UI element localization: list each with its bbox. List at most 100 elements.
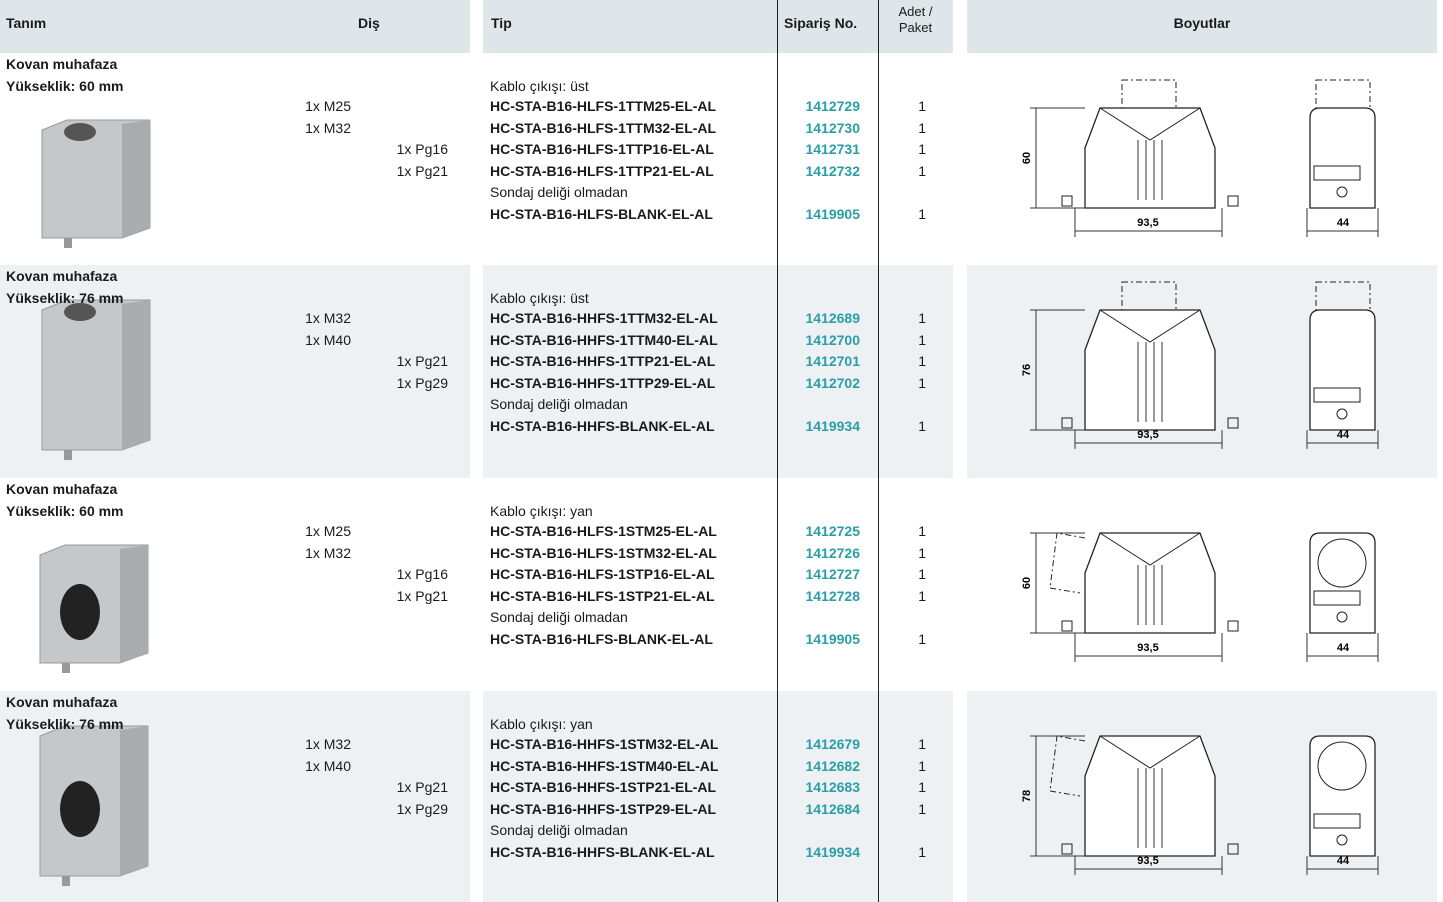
dim-width: 93,5 [1137,429,1158,441]
side-exit-circle [1317,538,1367,588]
order-number: 1412725 [805,523,860,539]
thread: 1x M25 [305,98,351,114]
header-type: Tip [491,15,512,31]
quantity: 1 [918,544,926,561]
front-view-screw [1061,620,1073,632]
type-code: HC-STA-B16-HHFS-1TTP29-EL-AL [490,374,716,391]
order-number: 1419905 [805,631,860,647]
photo-screw [64,238,72,248]
header-qty: Adet / Paket [878,4,953,36]
blank-note: Sondaj deliği olmadan [490,609,628,625]
order-number: 1412726 [805,544,860,561]
order-number: 1412684 [805,800,860,817]
thread: 1x M40 [305,331,351,348]
front-view [1084,735,1216,857]
dim-height: 60 [1021,152,1033,164]
thread: 1x M32 [305,310,351,326]
order-number: 1412732 [805,162,860,179]
quantity: 1 [918,98,926,114]
dim-depth: 44 [1337,642,1350,654]
side-screw [1336,834,1348,846]
dim-height: 78 [1021,790,1033,802]
order-number: 1412729 [805,98,860,114]
order-number: 1412727 [805,566,860,582]
type-code: HC-STA-B16-HHFS-BLANK-EL-AL [490,844,715,860]
type-code: HC-STA-B16-HHFS-BLANK-EL-AL [490,418,715,434]
quantity: 1 [918,800,926,817]
dim-depth: 44 [1337,429,1350,441]
thread: 1x Pg29 [396,374,448,391]
header-order: Sipariş No. [784,15,858,31]
thread: 1x Pg21 [396,587,448,604]
header-bg [483,0,953,53]
photo-shade [120,726,148,876]
order-number: 1419934 [805,418,860,434]
cable-exit-outline [1121,79,1177,109]
front-view-screw [1061,195,1073,207]
cable-exit-outline [1121,281,1177,311]
quantity: 1 [918,631,926,647]
type-code: HC-STA-B16-HLFS-1TTP16-EL-AL [490,141,714,157]
header-thread: Diş [358,15,380,31]
front-view-screw [1227,843,1239,855]
thread: 1x M32 [305,119,351,136]
side-view [1309,309,1376,431]
side-view [1309,735,1376,857]
quantity: 1 [918,757,926,774]
type-code: HC-STA-B16-HLFS-1TTM32-EL-AL [490,119,717,136]
quantity: 1 [918,141,926,157]
cable-exit-outline [1049,532,1086,594]
quantity: 1 [918,331,926,348]
group-title: Kovan muhafaza [6,694,118,710]
quantity: 1 [918,779,926,795]
cable-exit-outline [1049,735,1086,797]
order-number: 1412683 [805,779,860,795]
quantity: 1 [918,119,926,136]
cable-exit: Kablo çıkışı: yan [490,716,593,732]
thread: 1x M25 [305,523,351,539]
front-view-detail [1099,532,1201,566]
order-number: 1412728 [805,587,860,604]
photo-screw [64,450,72,460]
front-view-screw [1227,620,1239,632]
quantity: 1 [918,418,926,434]
order-number: 1412700 [805,331,860,348]
order-number: 1412730 [805,119,860,136]
side-exit-outline [1315,79,1371,109]
blank-note: Sondaj deliği olmadan [490,396,628,412]
group-height: Yükseklik: 60 mm [6,503,124,519]
type-code: HC-STA-B16-HLFS-BLANK-EL-AL [490,631,713,647]
type-code: HC-STA-B16-HHFS-1TTM40-EL-AL [490,331,718,348]
quantity: 1 [918,310,926,326]
type-code: HC-STA-B16-HHFS-1STP21-EL-AL [490,779,717,795]
front-view-detail [1099,107,1201,141]
column-rule [777,0,778,902]
quantity: 1 [918,353,926,369]
type-code: HC-STA-B16-HHFS-1TTP21-EL-AL [490,353,716,369]
front-view-screw [1061,417,1073,429]
thread: 1x M32 [305,736,351,752]
quantity: 1 [918,736,926,752]
dim-depth: 44 [1337,855,1350,867]
group-height: Yükseklik: 76 mm [6,290,124,306]
thread: 1x Pg21 [396,162,448,179]
side-screw [1336,408,1348,420]
front-view-screw [1061,843,1073,855]
dim-height: 60 [1021,577,1033,589]
photo-hole [60,584,100,640]
thread: 1x Pg21 [396,779,448,795]
dim-width: 93,5 [1137,855,1158,867]
front-view-detail [1099,735,1201,769]
header-qty-line: Adet / [898,4,933,19]
front-view [1084,309,1216,431]
photo-shade [120,545,148,663]
type-code: HC-STA-B16-HLFS-1STP16-EL-AL [490,566,715,582]
order-number: 1412702 [805,374,860,391]
dim-depth: 44 [1337,217,1350,229]
row-shade [483,691,953,902]
quantity: 1 [918,587,926,604]
type-code: HC-STA-B16-HHFS-1STP29-EL-AL [490,800,717,817]
order-number: 1412731 [805,141,860,157]
quantity: 1 [918,206,926,222]
